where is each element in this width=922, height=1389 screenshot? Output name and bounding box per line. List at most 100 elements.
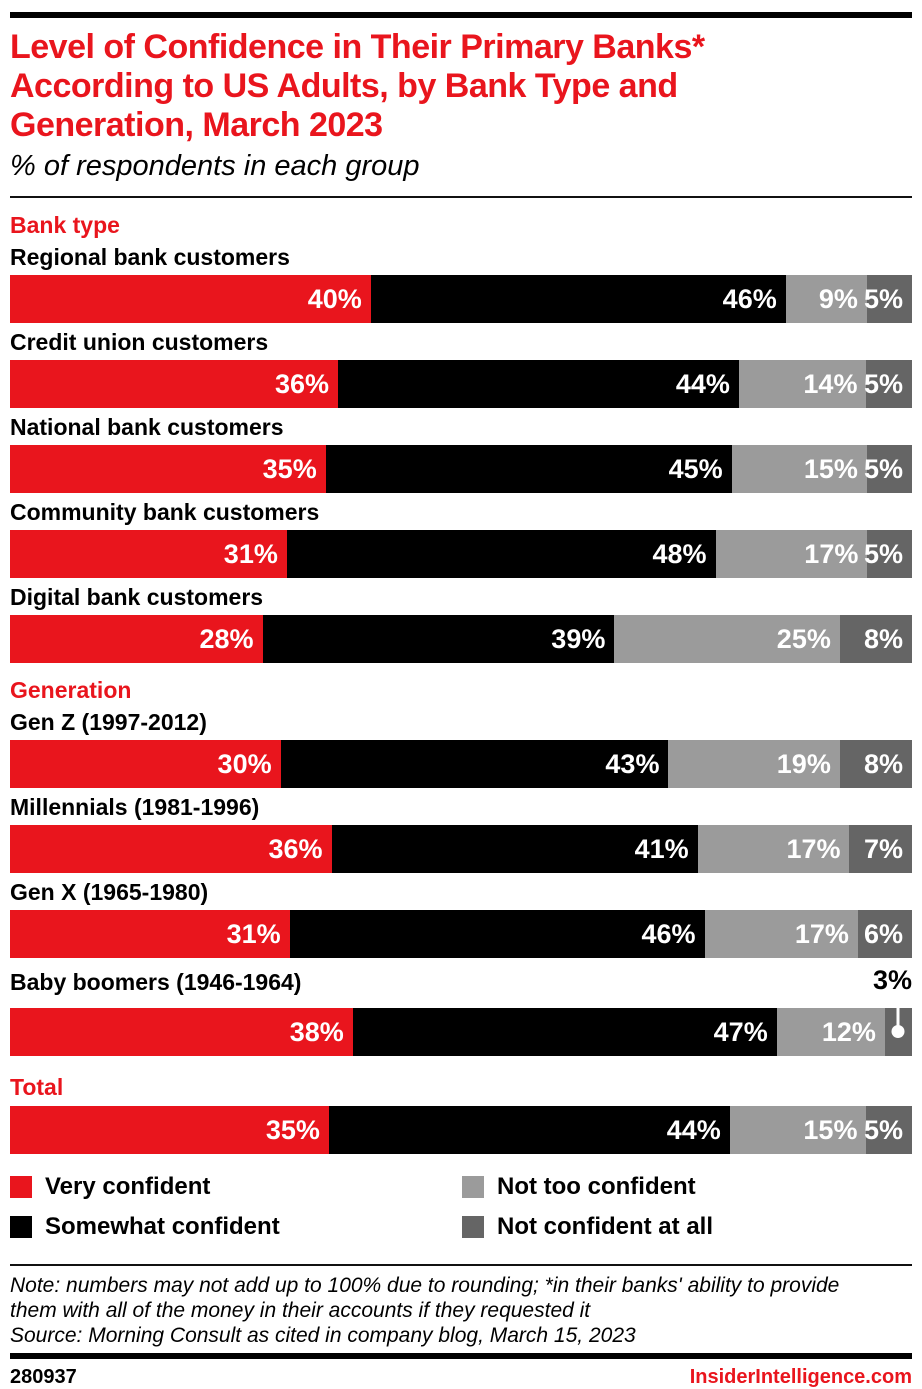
chart-row-gen-z-1997-2012: Gen Z (1997-2012) 30% 43% 19% 8% [10, 710, 912, 788]
segment-value-label: 31% [223, 538, 278, 569]
footer-bar: 280937 InsiderIntelligence.com [10, 1366, 912, 1389]
segment-value-label: 35% [262, 453, 317, 484]
row-label: Regional bank customers [10, 245, 912, 269]
bar-segment-not-confident-at-all: 6% [857, 910, 913, 958]
chart-row-gen-x-1965-1980: Gen X (1965-1980) 31% 46% 17% 6% [10, 880, 913, 958]
stacked-bar: 36% 41% 17% 7% [10, 825, 912, 873]
note-line-2: them with all of the money in their acco… [10, 1299, 591, 1322]
segment-value-label: 12% [821, 1016, 876, 1047]
segment-value-label: 5% [863, 368, 904, 399]
segment-value-label: 15% [803, 453, 858, 484]
callout-value-label: 3% [872, 965, 912, 995]
bar-segment-very-confident: 31% [10, 530, 287, 578]
bar-segment-somewhat-confident: 46% [289, 910, 705, 958]
legend-label: Somewhat confident [45, 1213, 280, 1240]
bar-segment-not-confident-at-all: 5% [864, 275, 912, 323]
callout-line [896, 1008, 900, 1028]
legend-label: Not confident at all [497, 1213, 713, 1240]
row-label-text: Regional bank customers [10, 244, 290, 270]
bar-segment-somewhat-confident: 44% [338, 360, 739, 408]
bar-segment-not-confident-at-all: 5% [864, 530, 912, 578]
bar-segment-somewhat-confident: 45% [325, 445, 732, 493]
row-label: Community bank customers [10, 500, 912, 524]
bar-segment-very-confident: 28% [10, 615, 263, 663]
bar-segment-not-confident-at-all: 5% [864, 1106, 913, 1154]
bar-segment-somewhat-confident: 48% [286, 530, 716, 578]
segment-value-label: 8% [863, 623, 903, 654]
segment-value-label: 47% [713, 1016, 768, 1047]
chart-row-baby-boomers-1946-1964: Baby boomers (1946-1964) 3% 38% 47% 12% [10, 967, 912, 1056]
bar-segment-not-too-confident: 15% [729, 1106, 867, 1154]
bar-segment-not-confident-at-all [884, 1008, 912, 1056]
bar-segment-very-confident: 36% [10, 360, 338, 408]
legend-swatch-not-confident-at-all [462, 1216, 484, 1238]
stacked-bar: 35% 44% 15% 5% [10, 1106, 913, 1154]
segment-value-label: 15% [803, 1114, 858, 1145]
legend-label: Not too confident [497, 1173, 696, 1200]
chart-row-national-bank-customers: National bank customers 35% 45% 15% 5% [10, 415, 912, 493]
bar-segment-not-too-confident: 12% [776, 1008, 885, 1056]
segment-value-label: 28% [199, 623, 254, 654]
chart-group-total: Total 35% 44% 15% 5% [10, 1074, 913, 1154]
segment-value-label: 45% [668, 453, 723, 484]
segment-value-label: 39% [551, 623, 606, 654]
segment-value-label: 17% [804, 538, 859, 569]
segment-value-label: 6% [863, 918, 904, 949]
stacked-bar: 30% 43% 19% 8% [10, 740, 912, 788]
bar-segment-somewhat-confident: 44% [328, 1106, 730, 1154]
bar-segment-not-too-confident: 17% [715, 530, 868, 578]
bar-segment-not-too-confident: 17% [704, 910, 858, 958]
chart-title-line-1: Level of Confidence in Their Primary Ban… [10, 28, 705, 66]
segment-value-label: 36% [268, 833, 323, 864]
group-title-generation: Generation [10, 677, 132, 703]
segment-value-label: 5% [863, 453, 903, 484]
legend-item-somewhat-confident: Somewhat confident [10, 1212, 462, 1242]
legend-item-not-too-confident: Not too confident [462, 1172, 912, 1202]
segment-value-label: 31% [226, 918, 281, 949]
divider-under-title [10, 196, 912, 198]
bar-segment-very-confident: 35% [10, 445, 326, 493]
bar-segment-somewhat-confident: 39% [262, 615, 615, 663]
site-link[interactable]: InsiderIntelligence.com [689, 1366, 912, 1388]
segment-value-label: 44% [675, 368, 730, 399]
row-label: Millennials (1981-1996) [10, 795, 912, 819]
segment-value-label: 25% [776, 623, 831, 654]
bar-segment-very-confident: 35% [10, 1106, 329, 1154]
bottom-rule [10, 1353, 912, 1359]
segment-value-label: 19% [776, 748, 831, 779]
segment-value-label: 46% [641, 918, 696, 949]
row-label: Gen X (1965-1980) [10, 880, 912, 904]
chart-row-regional-bank-customers: Regional bank customers 40% 46% 9% 5% [10, 245, 912, 323]
segment-value-label: 44% [666, 1114, 721, 1145]
bar-segment-not-too-confident: 25% [614, 615, 840, 663]
segment-value-label: 35% [265, 1114, 320, 1145]
bar-segment-very-confident: 36% [10, 825, 332, 873]
chart-id: 280937 [10, 1366, 77, 1388]
segment-value-label: 40% [307, 283, 362, 314]
segment-value-label: 9% [818, 283, 858, 314]
chart-area: Bank type Regional bank customers 40% 46% 9%… [10, 212, 913, 1154]
chart-title-line-2: According to US Adults, by Bank Type and [10, 67, 678, 105]
chart-title-line-3: Generation, March 2023 [10, 106, 383, 144]
segment-value-label: 17% [794, 918, 849, 949]
segment-value-label: 48% [652, 538, 707, 569]
divider-above-note [10, 1264, 912, 1266]
bar-segment-not-too-confident: 14% [738, 360, 867, 408]
bar-segment-somewhat-confident: 47% [352, 1008, 777, 1056]
row-label-text: Credit union customers [10, 329, 269, 355]
chart-group-bank-type: Bank type Regional bank customers 40% 46% 9%… [10, 212, 913, 663]
bar-segment-somewhat-confident: 41% [331, 825, 698, 873]
bar-segment-not-too-confident: 15% [731, 445, 867, 493]
legend-item-not-confident-at-all: Not confident at all [462, 1212, 912, 1242]
row-label: Digital bank customers [10, 585, 912, 609]
segment-value-label: 17% [786, 833, 841, 864]
chart-row-community-bank-customers: Community bank customers 31% 48% 17% 5% [10, 500, 912, 578]
legend: Very confident Not too confident Somewhat … [10, 1172, 912, 1242]
row-label: National bank customers [10, 415, 912, 439]
row-label-text: Digital bank customers [10, 584, 264, 610]
chart-row-millennials-1981-1996: Millennials (1981-1996) 36% 41% 17% 7% [10, 795, 912, 873]
row-label-text: Millennials (1981-1996) [10, 794, 260, 820]
chart-row-total: 35% 44% 15% 5% [10, 1106, 913, 1154]
bar-segment-very-confident: 38% [10, 1008, 353, 1056]
bar-segment-not-too-confident: 19% [668, 740, 840, 788]
